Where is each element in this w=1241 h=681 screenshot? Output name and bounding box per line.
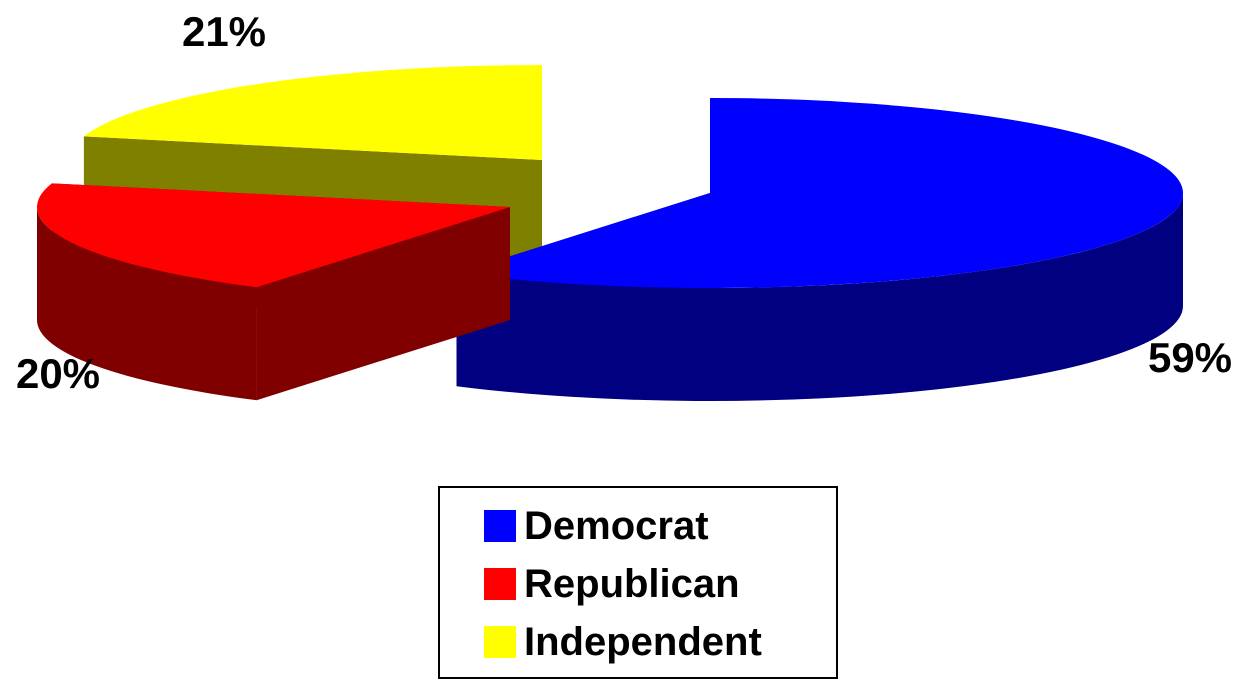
- slice-top-republican: [37, 183, 510, 288]
- data-label-democrat: 59%: [1148, 334, 1232, 381]
- slice-top-independent: [83, 65, 542, 160]
- data-label-republican: 20%: [16, 350, 100, 397]
- slice-rim-republican-0: [37, 207, 257, 401]
- legend-label-democrat: Democrat: [524, 503, 709, 548]
- data-label-independent: 21%: [182, 8, 266, 55]
- slice-rim-democrat-0: [456, 193, 1183, 401]
- legend-label-independent: Independent: [524, 619, 762, 664]
- legend-swatch-democrat: [484, 510, 516, 542]
- slice-top-democrat: [456, 98, 1183, 288]
- legend-entry-independent: Independent: [484, 616, 762, 668]
- legend-swatch-independent: [484, 626, 516, 658]
- pie-slices: [37, 65, 1183, 401]
- legend-label-republican: Republican: [524, 561, 740, 606]
- legend-entry-republican: Republican: [484, 558, 740, 610]
- chart-legend: Democrat Republican Independent: [438, 486, 838, 679]
- legend-swatch-republican: [484, 568, 516, 600]
- legend-entry-democrat: Democrat: [484, 500, 709, 552]
